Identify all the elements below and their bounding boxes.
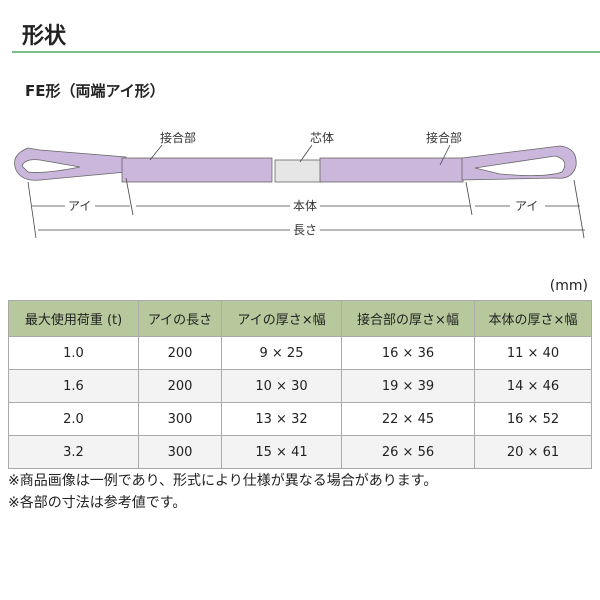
table-cell: 300 [138, 402, 222, 436]
core [274, 159, 322, 183]
table-cell: 2.0 [8, 402, 139, 436]
table-cell: 16 × 52 [474, 402, 592, 436]
header-cell: 最大使用荷重 (t) [8, 300, 139, 337]
notes: ※商品画像は一例であり、形式により仕様が異なる場合があります。 ※各部の寸法は参… [8, 470, 437, 514]
section-subtitle: FE形（両端アイ形） [25, 82, 165, 100]
note: ※各部の寸法は参考値です。 [8, 495, 187, 511]
label-length: 長さ [293, 223, 317, 237]
table-row: 2.0 300 13 × 32 22 × 45 16 × 52 [8, 402, 592, 436]
table-cell: 1.6 [8, 369, 139, 403]
table-cell: 9 × 25 [221, 336, 342, 370]
label-joint-right: 接合部 [426, 130, 462, 145]
table-row: 1.0 200 9 × 25 16 × 36 11 × 40 [8, 336, 592, 370]
note: ※商品画像は一例であり、形式により仕様が異なる場合があります。 [8, 473, 438, 489]
table-row: 3.2 300 15 × 41 26 × 56 20 × 61 [8, 435, 592, 469]
table-cell: 200 [138, 336, 222, 370]
label-body: 本体 [293, 199, 317, 213]
spec-table: 最大使用荷重 (t) アイの長さ アイの厚さ×幅 接合部の厚さ×幅 本体の厚さ×… [8, 300, 592, 469]
header-cell: アイの厚さ×幅 [221, 300, 342, 337]
header-cell: 接合部の厚さ×幅 [341, 300, 475, 337]
table-cell: 300 [138, 435, 222, 469]
label-eye-right: アイ [515, 199, 538, 213]
header-cell: アイの長さ [138, 300, 222, 337]
body-right [319, 157, 464, 183]
table-cell: 15 × 41 [221, 435, 342, 469]
unit-label: (mm) [549, 278, 588, 294]
table-cell: 20 × 61 [474, 435, 592, 469]
header-cell: 本体の厚さ×幅 [474, 300, 592, 337]
label-joint-left: 接合部 [160, 130, 196, 145]
table-cell: 13 × 32 [221, 402, 342, 436]
table-cell: 3.2 [8, 435, 139, 469]
table-cell: 22 × 45 [341, 402, 475, 436]
sling-diagram: 接合部 芯体 接合部 アイ 本体 アイ 長さ [14, 130, 585, 239]
table-cell: 16 × 36 [341, 336, 475, 370]
table-row: 1.6 200 10 × 30 19 × 39 14 × 46 [8, 369, 592, 403]
table-cell: 11 × 40 [474, 336, 592, 370]
title-divider [12, 51, 600, 53]
table-cell: 200 [138, 369, 222, 403]
label-core: 芯体 [310, 131, 334, 145]
table-cell: 14 × 46 [474, 369, 592, 403]
left-joint [121, 157, 273, 183]
page-title: 形状 [22, 24, 67, 49]
table-cell: 26 × 56 [341, 435, 475, 469]
table-cell: 1.0 [8, 336, 139, 370]
table-cell: 10 × 30 [221, 369, 342, 403]
table-cell: 19 × 39 [341, 369, 475, 403]
label-eye-left: アイ [68, 199, 91, 213]
table-header-row: 最大使用荷重 (t) アイの長さ アイの厚さ×幅 接合部の厚さ×幅 本体の厚さ×… [8, 300, 592, 337]
